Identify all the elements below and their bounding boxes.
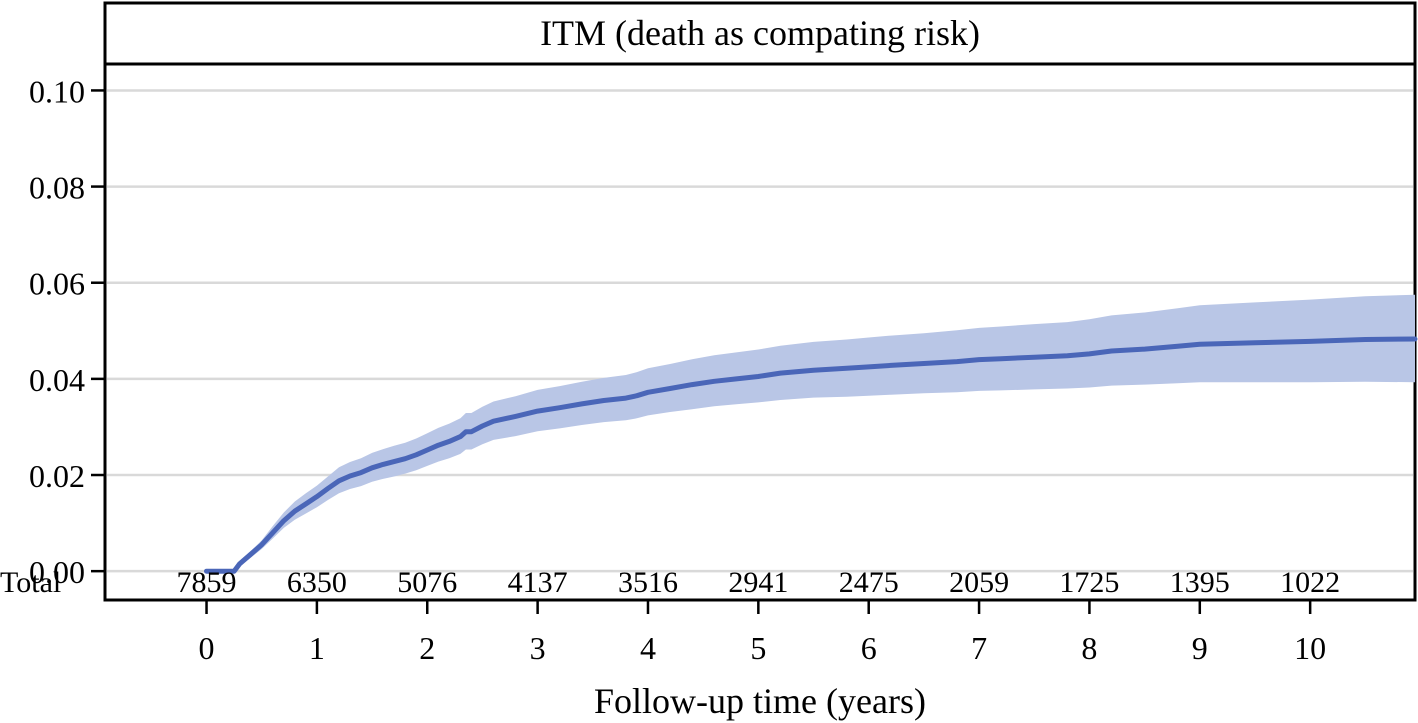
confidence-band-group: [206, 294, 1415, 572]
risk-count: 1022: [1280, 566, 1340, 599]
x-axis: 0 1 2 3 4 5 6 7 8 9 10: [199, 600, 1326, 666]
y-tick-label: 0.00: [29, 554, 85, 590]
y-tick-label: 0.08: [29, 170, 85, 206]
x-tick-label: 6: [861, 630, 877, 666]
risk-count: 4137: [508, 566, 568, 599]
risk-count: 7859: [177, 566, 237, 599]
y-tick-label: 0.10: [29, 73, 85, 109]
x-tick-label: 7: [971, 630, 987, 666]
risk-count: 2059: [949, 566, 1009, 599]
x-axis-label: Follow-up time (years): [594, 681, 926, 721]
x-tick-label: 2: [419, 630, 435, 666]
risk-count: 5076: [397, 566, 457, 599]
risk-table: Total 7859 6350 5076 4137 3516 2941 2475 2059 172…: [0, 566, 1340, 599]
y-axis: 0.00 0.02 0.04 0.06 0.08 0.10: [29, 73, 105, 590]
x-tick-label: 3: [530, 630, 546, 666]
risk-count: 1395: [1170, 566, 1230, 599]
incidence-line: [204, 336, 1418, 574]
risk-count: 2475: [839, 566, 899, 599]
y-tick-label: 0.04: [29, 362, 85, 398]
x-tick-label: 4: [640, 630, 656, 666]
risk-count: 2941: [728, 566, 788, 599]
y-tick-label: 0.06: [29, 266, 85, 302]
risk-count: 1725: [1059, 566, 1119, 599]
risk-count: 3516: [618, 566, 678, 599]
risk-table-label: Total: [0, 566, 61, 599]
x-tick-label: 5: [750, 630, 766, 666]
x-tick-label: 10: [1294, 630, 1326, 666]
x-tick-label: 8: [1081, 630, 1097, 666]
confidence-band: [206, 294, 1415, 572]
series-line-group: [204, 336, 1418, 574]
y-tick-label: 0.02: [29, 458, 85, 494]
risk-count: 6350: [287, 566, 347, 599]
chart-title: ITM (death as compating risk): [540, 13, 980, 53]
x-tick-label: 0: [199, 630, 215, 666]
x-tick-label: 9: [1192, 630, 1208, 666]
x-tick-label: 1: [309, 630, 325, 666]
title-strip: [103, 1, 1417, 66]
